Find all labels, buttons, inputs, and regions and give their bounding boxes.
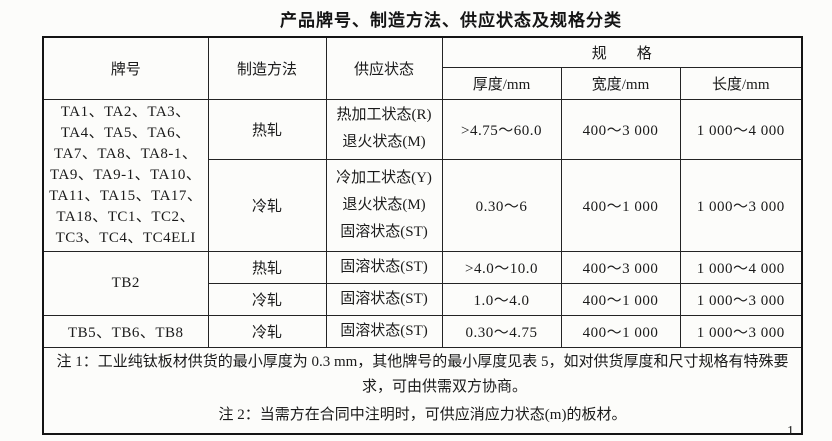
cell-thickness: >4.0～10.0 [441,250,562,284]
cell-method: 冷轧 [207,282,327,316]
cell-width: 400～1 000 [560,282,681,316]
header-supply-state: 供应状态 [325,36,443,100]
header-method: 制造方法 [207,36,327,100]
cell-length: 1 000～4 000 [679,98,803,161]
cell-method: 冷轧 [207,314,327,348]
cell-grade-ta-tc-group: TA1、TA2、TA3、TA4、TA5、TA6、TA7、TA8、TA8-1、TA… [42,98,209,252]
table-row: TB2 热轧 固溶状态(ST) >4.0～10.0 400～3 000 1 00… [42,250,803,316]
header-length: 长度/mm [679,66,803,100]
table-notes: 注 1：工业纯钛板材供货的最小厚度为 0.3 mm，其他牌号的最小厚度见表 5，… [42,346,803,434]
cell-grade-tb2: TB2 [42,250,209,316]
header-row-sub: 厚度/mm 宽度/mm 长度/mm [43,66,803,100]
cell-supply-state: 固溶状态(ST) [325,250,443,284]
header-row-top: 牌号 制造方法 供应状态 规 格 [42,36,803,100]
header-grade: 牌号 [42,36,209,100]
cell-width: 400～3 000 [560,98,681,161]
cell-supply-state: 热加工状态(R) 退火状态(M) [325,98,443,161]
header-width: 宽度/mm [560,66,681,100]
cell-supply-state: 固溶状态(ST) [325,314,443,348]
cell-method: 热轧 [207,98,327,161]
cell-supply-state: 冷加工状态(Y) 退火状态(M) 固溶状态(ST) [325,159,443,252]
table-row: 冷轧 冷加工状态(Y) 退火状态(M) 固溶状态(ST) 0.30～6 400～… [43,159,803,252]
cell-length: 1 000～3 000 [679,159,803,252]
header-spec-group: 规 格 [441,36,803,68]
table-row: TA1、TA2、TA3、TA4、TA5、TA6、TA7、TA8、TA8-1、TA… [42,98,803,252]
cell-width: 400～3 000 [560,250,681,284]
cell-thickness: 1.0～4.0 [441,282,562,316]
cell-thickness: >4.75～60.0 [441,98,562,161]
note-2: 注 2：当需方在合同中注明时，可供应消应力状态(m)的板材。 [218,406,627,423]
cell-thickness: 0.30～6 [441,159,562,252]
note-1: 注 1：工业纯钛板材供货的最小厚度为 0.3 mm，其他牌号的最小厚度见表 5，… [56,353,789,395]
notes-row: 注 1：工业纯钛板材供货的最小厚度为 0.3 mm，其他牌号的最小厚度见表 5，… [42,346,803,434]
cell-width: 400～1 000 [560,314,681,348]
cell-width: 400～1 000 [560,159,681,252]
cell-supply-state: 固溶状态(ST) [325,282,443,316]
cell-thickness: 0.30～4.75 [441,314,562,348]
cell-length: 1 000～4 000 [679,250,803,284]
cell-length: 1 000～3 000 [679,282,803,316]
cell-method: 冷轧 [207,159,327,252]
cell-grade-tb5-tb6-tb8: TB5、TB6、TB8 [42,314,209,348]
table-row: TB5、TB6、TB8 冷轧 固溶状态(ST) 0.30～4.75 400～1 … [42,314,803,348]
classification-table: 牌号 制造方法 供应状态 规 格 厚度/mm 宽度/mm 长度/mm TA1、T… [42,36,803,435]
cell-method: 热轧 [207,250,327,284]
cell-length: 1 000～3 000 [679,314,803,348]
page-title: 产品牌号、制造方法、供应状态及规格分类 [280,11,622,31]
header-thickness: 厚度/mm [441,66,562,100]
page-number: 1 [787,424,794,439]
